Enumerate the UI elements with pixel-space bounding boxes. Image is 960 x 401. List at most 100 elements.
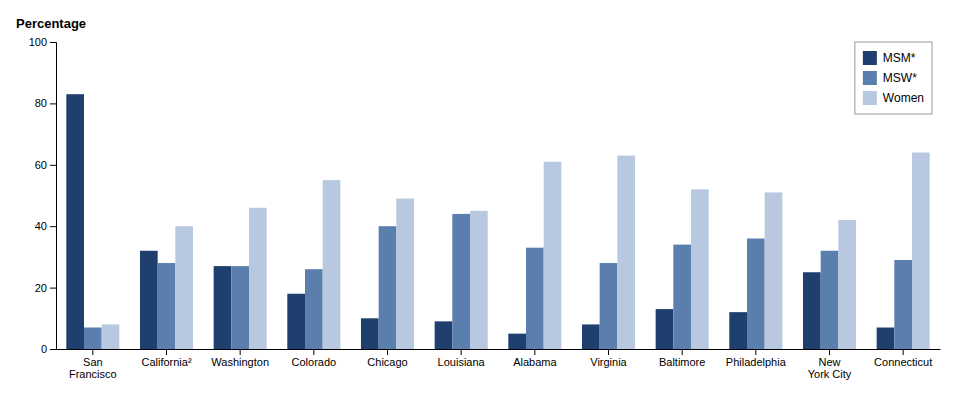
y-tick-label: 80: [35, 97, 47, 109]
x-tick-mark: [461, 349, 462, 355]
y-tick-mark: [50, 165, 56, 166]
legend-swatch: [863, 71, 877, 85]
x-tick-mark: [313, 349, 314, 355]
bar: [305, 269, 323, 349]
x-tick-mark: [534, 349, 535, 355]
chart-svg: 0 20 40 60 80 100 SanFrancisco California² Washi…: [0, 0, 960, 401]
bar: [803, 272, 821, 349]
x-tick-label-line: Colorado: [292, 356, 337, 368]
y-tick: 0: [41, 343, 56, 355]
x-tick-label: NewYork City: [808, 356, 852, 381]
x-tick-mark: [240, 349, 241, 355]
x-tick-mark: [92, 349, 93, 355]
bar: [287, 294, 305, 349]
bar: [765, 192, 783, 349]
x-tick-label: Baltimore: [659, 356, 705, 368]
x-tick: Alabama: [513, 349, 557, 368]
x-tick: SanFrancisco: [69, 349, 117, 380]
y-tick-mark: [50, 103, 56, 104]
x-tick-mark: [682, 349, 683, 355]
x-tick-label-line: York City: [808, 368, 852, 380]
x-tick-label: Philadelphia: [726, 356, 787, 368]
bar: [158, 263, 176, 349]
bar: [396, 199, 414, 349]
legend-item: MSM*: [863, 51, 916, 65]
legend-swatch: [863, 91, 877, 105]
bar: [214, 266, 232, 349]
y-axis: 0 20 40 60 80 100: [29, 36, 57, 355]
bar: [894, 260, 912, 349]
bars: [66, 94, 929, 349]
bar: [231, 266, 249, 349]
plot: 0 20 40 60 80 100 SanFrancisco California² Washi…: [29, 36, 941, 380]
x-tick-label-line: Louisiana: [438, 356, 486, 368]
legend-frame: [855, 42, 932, 114]
x-tick: Colorado: [292, 349, 337, 368]
bar: [361, 318, 379, 349]
x-tick: Philadelphia: [726, 349, 787, 368]
x-tick-label: SanFrancisco: [69, 356, 117, 381]
bar: [582, 324, 600, 349]
x-tick-label: California²: [141, 356, 191, 368]
bar: [617, 156, 635, 349]
x-tick-mark: [387, 349, 388, 355]
x-tick-label: Colorado: [292, 356, 337, 368]
bar: [452, 214, 470, 349]
bar: [912, 153, 930, 349]
x-tick-label-line: Baltimore: [659, 356, 705, 368]
x-axis-line: [57, 349, 941, 350]
x-tick: Baltimore: [659, 349, 705, 368]
x-tick: Virginia: [590, 349, 627, 368]
bar: [526, 248, 544, 349]
bar: [470, 211, 488, 349]
x-tick-label: Alabama: [513, 356, 557, 368]
x-tick-label-line: San: [83, 356, 103, 368]
y-tick-label: 40: [35, 220, 47, 232]
legend-item: Women: [863, 91, 924, 105]
x-tick-mark: [829, 349, 830, 355]
bar: [379, 226, 397, 349]
bar: [821, 251, 839, 349]
x-tick-mark: [608, 349, 609, 355]
y-tick: 60: [35, 159, 56, 171]
y-tick-label: 20: [35, 282, 47, 294]
legend-item: MSW*: [863, 71, 917, 85]
bar-series: [66, 94, 894, 349]
y-axis-line: [50, 43, 57, 350]
bar: [729, 312, 747, 349]
y-tick: 100: [29, 36, 56, 48]
legend-label: MSM*: [883, 51, 916, 65]
x-tick: California²: [141, 349, 191, 368]
x-tick-label-line: Chicago: [367, 356, 407, 368]
legend-swatch: [863, 51, 877, 65]
bar: [673, 245, 691, 349]
x-tick-label: Louisiana: [438, 356, 486, 368]
bar: [66, 94, 84, 349]
x-tick-label-line: Philadelphia: [726, 356, 787, 368]
y-tick-label: 0: [41, 343, 47, 355]
x-tick-mark: [755, 349, 756, 355]
bar: [544, 162, 562, 349]
x-tick: Connecticut: [874, 349, 932, 368]
y-axis-label: Percentage: [16, 16, 86, 31]
y-tick-mark: [50, 42, 56, 43]
y-tick: 80: [35, 97, 56, 109]
x-tick-label-line: California²: [141, 356, 191, 368]
y-tick-label: 60: [35, 159, 47, 171]
x-tick-label: Virginia: [590, 356, 627, 368]
x-tick-label-line: Virginia: [590, 356, 627, 368]
bar: [747, 238, 765, 349]
x-tick-label-line: Washington: [211, 356, 269, 368]
bar: [877, 328, 895, 349]
x-tick-label: Connecticut: [874, 356, 932, 368]
legend-label: MSW*: [883, 71, 917, 85]
x-tick-label-line: Connecticut: [874, 356, 932, 368]
bar-series: [84, 214, 912, 349]
bar: [600, 263, 618, 349]
bar: [140, 251, 158, 349]
x-tick: Louisiana: [438, 349, 486, 368]
x-tick-label-line: Francisco: [69, 368, 117, 380]
x-tick: Chicago: [367, 349, 407, 368]
x-tick: Washington: [211, 349, 269, 368]
bar: [84, 328, 102, 349]
